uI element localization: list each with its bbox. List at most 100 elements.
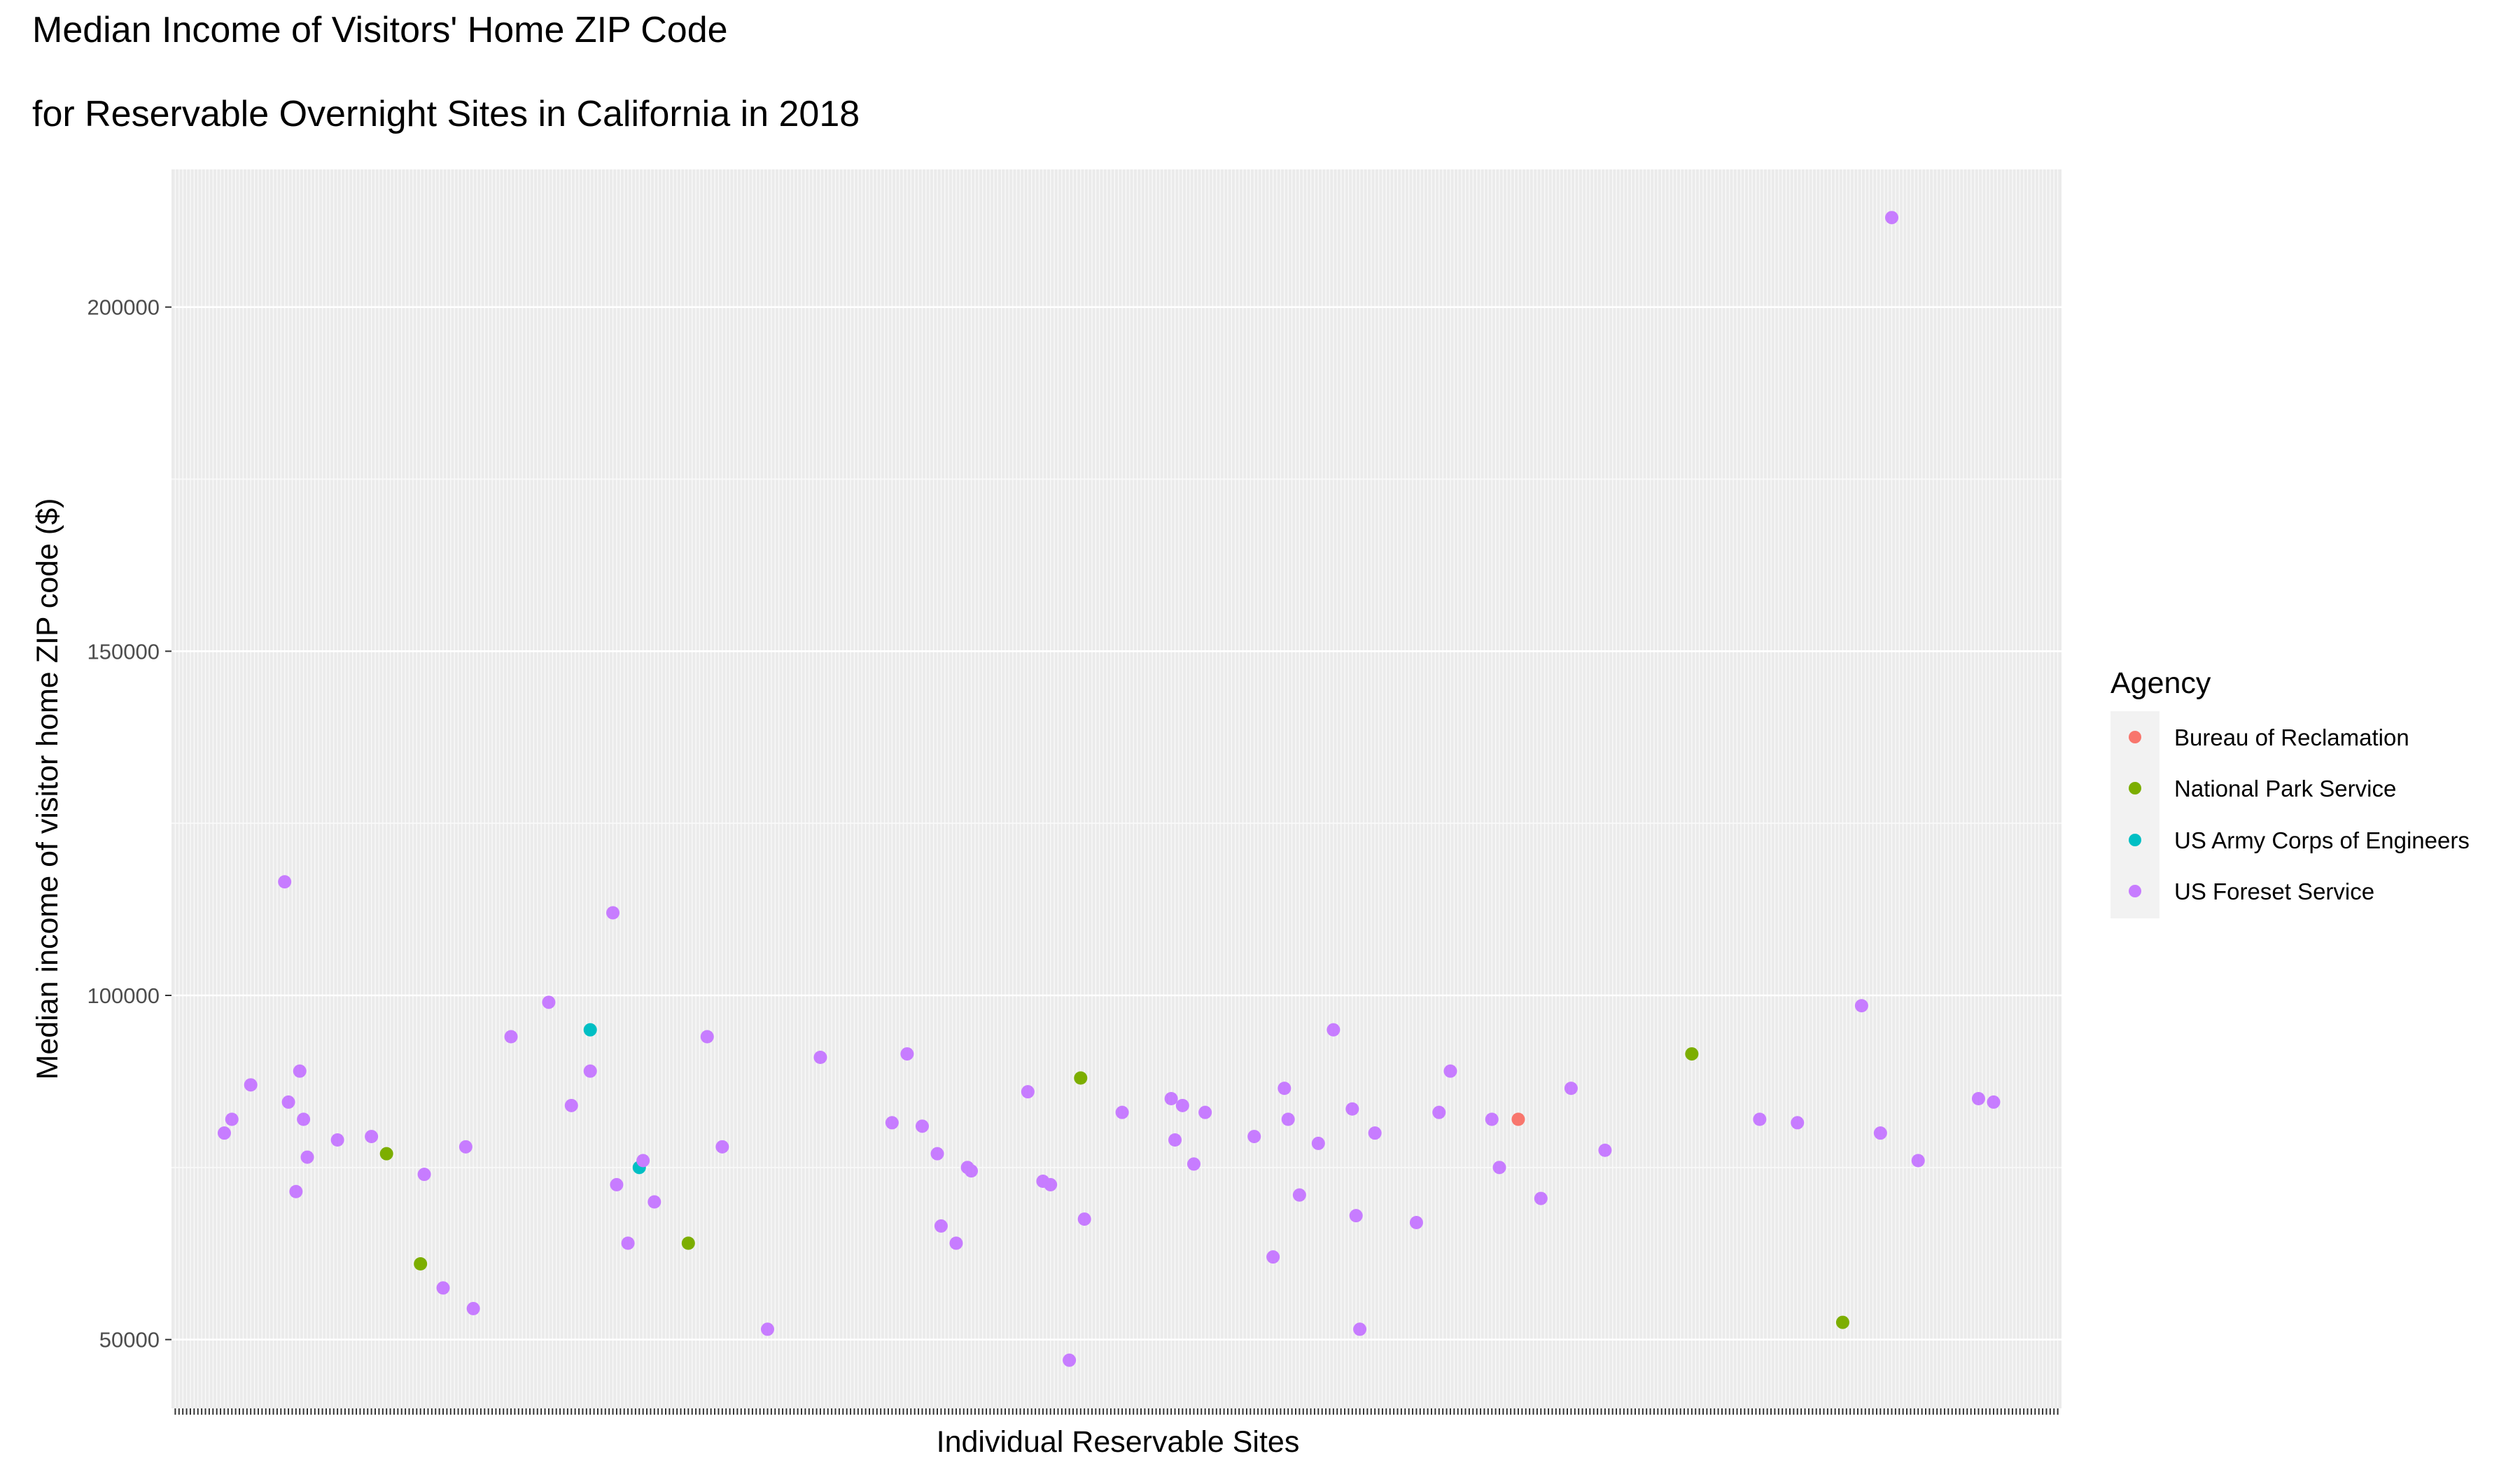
point-us-foreset-service	[1432, 1105, 1446, 1119]
legend-label-bureau-of-reclamation: Bureau of Reclamation	[2174, 724, 2409, 750]
plot-panel	[172, 169, 2062, 1408]
x-tick-marks	[174, 1408, 2059, 1415]
point-us-foreset-service	[1485, 1112, 1499, 1126]
point-us-foreset-service	[365, 1130, 379, 1144]
point-us-foreset-service	[648, 1195, 662, 1209]
legend-key-background	[2110, 711, 2160, 918]
legend-title: Agency	[2110, 666, 2211, 700]
point-us-foreset-service	[1791, 1116, 1805, 1130]
point-us-foreset-service	[1492, 1161, 1506, 1175]
point-us-foreset-service	[1186, 1157, 1200, 1171]
point-us-foreset-service	[949, 1236, 963, 1250]
point-us-foreset-service	[606, 906, 620, 920]
point-us-foreset-service	[1368, 1126, 1382, 1140]
point-us-foreset-service	[1168, 1133, 1182, 1147]
point-us-foreset-service	[278, 875, 292, 889]
point-us-foreset-service	[965, 1164, 979, 1178]
legend-label-us-army-corps-of-engineers: US Army Corps of Engineers	[2174, 827, 2470, 853]
point-national-park-service	[1835, 1315, 1849, 1329]
point-us-foreset-service	[1292, 1188, 1306, 1202]
point-us-foreset-service	[1247, 1130, 1261, 1144]
point-us-foreset-service	[293, 1064, 307, 1078]
legend: Agency Bureau of Reclamation National Pa…	[2110, 666, 2470, 918]
point-us-foreset-service	[813, 1051, 827, 1064]
point-us-foreset-service	[1198, 1105, 1212, 1119]
point-us-foreset-service	[1164, 1092, 1178, 1105]
x-axis-ticks	[174, 1408, 2059, 1415]
point-national-park-service	[379, 1147, 393, 1161]
plot-background	[172, 169, 2062, 1408]
x-axis-label: Individual Reservable Sites	[937, 1425, 1300, 1459]
point-us-foreset-service	[1353, 1322, 1367, 1336]
point-us-foreset-service	[417, 1168, 431, 1182]
point-us-foreset-service	[1266, 1250, 1280, 1264]
point-us-foreset-service	[610, 1177, 624, 1191]
point-us-foreset-service	[330, 1133, 344, 1147]
y-tick-label-200000: 200000	[88, 295, 160, 320]
point-us-foreset-service	[1564, 1082, 1578, 1096]
point-us-foreset-service	[1911, 1154, 1925, 1168]
x-gridline-set	[174, 169, 2059, 1408]
legend-key-national-park-service	[2129, 782, 2141, 794]
point-us-foreset-service	[1326, 1023, 1340, 1037]
point-us-foreset-service	[1753, 1112, 1767, 1126]
point-national-park-service	[414, 1257, 428, 1270]
point-us-foreset-service	[1884, 211, 1898, 225]
legend-key-us-army-corps-of-engineers	[2129, 834, 2141, 846]
point-us-foreset-service	[1409, 1216, 1423, 1229]
point-us-foreset-service	[564, 1098, 578, 1112]
point-us-foreset-service	[1077, 1212, 1091, 1226]
point-national-park-service	[1685, 1047, 1699, 1061]
point-us-foreset-service	[621, 1236, 635, 1250]
y-axis: 50000 100000 150000 200000	[88, 295, 172, 1352]
point-us-foreset-service	[885, 1116, 899, 1130]
legend-label-national-park-service: National Park Service	[2174, 776, 2396, 802]
point-us-foreset-service	[1311, 1136, 1325, 1150]
point-us-foreset-service	[715, 1140, 729, 1154]
point-us-foreset-service	[297, 1112, 311, 1126]
point-us-foreset-service	[1971, 1092, 1985, 1105]
point-us-foreset-service	[1115, 1105, 1129, 1119]
minor-y-gridlines	[172, 478, 2062, 1168]
y-tick-label-100000: 100000	[88, 983, 160, 1008]
point-us-foreset-service	[1278, 1082, 1292, 1096]
point-us-foreset-service	[915, 1119, 929, 1133]
point-us-foreset-service	[1873, 1126, 1887, 1140]
point-us-foreset-service	[542, 995, 556, 1009]
point-us-foreset-service	[466, 1301, 480, 1315]
point-us-foreset-service	[289, 1184, 303, 1198]
point-national-park-service	[1074, 1071, 1088, 1085]
point-us-foreset-service	[1175, 1098, 1189, 1112]
point-us-foreset-service	[225, 1112, 239, 1126]
chart-title: Median Income of Visitors' Home ZIP Code	[32, 10, 728, 50]
x-gridlines	[174, 169, 2059, 1408]
data-points	[217, 211, 2001, 1367]
y-tick-label-150000: 150000	[88, 639, 160, 664]
point-us-foreset-service	[1598, 1143, 1612, 1157]
point-us-foreset-service	[504, 1030, 518, 1044]
point-us-foreset-service	[1534, 1191, 1548, 1205]
legend-key-bureau-of-reclamation	[2129, 731, 2141, 743]
point-us-foreset-service	[583, 1064, 597, 1078]
point-us-foreset-service	[1854, 999, 1868, 1013]
point-us-foreset-service	[900, 1047, 914, 1061]
point-us-foreset-service	[436, 1281, 450, 1295]
point-us-foreset-service	[1443, 1064, 1457, 1078]
y-axis-label: Median income of visitor home ZIP code (…	[31, 498, 64, 1080]
point-us-foreset-service	[761, 1322, 774, 1336]
point-us-foreset-service	[1021, 1085, 1035, 1099]
point-us-foreset-service	[244, 1078, 258, 1092]
point-us-foreset-service	[636, 1154, 650, 1168]
point-us-foreset-service	[1987, 1095, 2001, 1109]
legend-label-us-foreset-service: US Foreset Service	[2174, 878, 2374, 904]
point-us-foreset-service	[1349, 1209, 1363, 1223]
point-us-foreset-service	[700, 1030, 714, 1044]
point-bureau-of-reclamation	[1511, 1112, 1525, 1126]
point-us-foreset-service	[300, 1150, 314, 1164]
point-us-foreset-service	[217, 1126, 231, 1140]
point-us-foreset-service	[934, 1219, 948, 1233]
point-us-foreset-service	[458, 1140, 472, 1154]
point-us-foreset-service	[930, 1147, 944, 1161]
point-us-army-corps-of-engineers	[583, 1023, 597, 1037]
